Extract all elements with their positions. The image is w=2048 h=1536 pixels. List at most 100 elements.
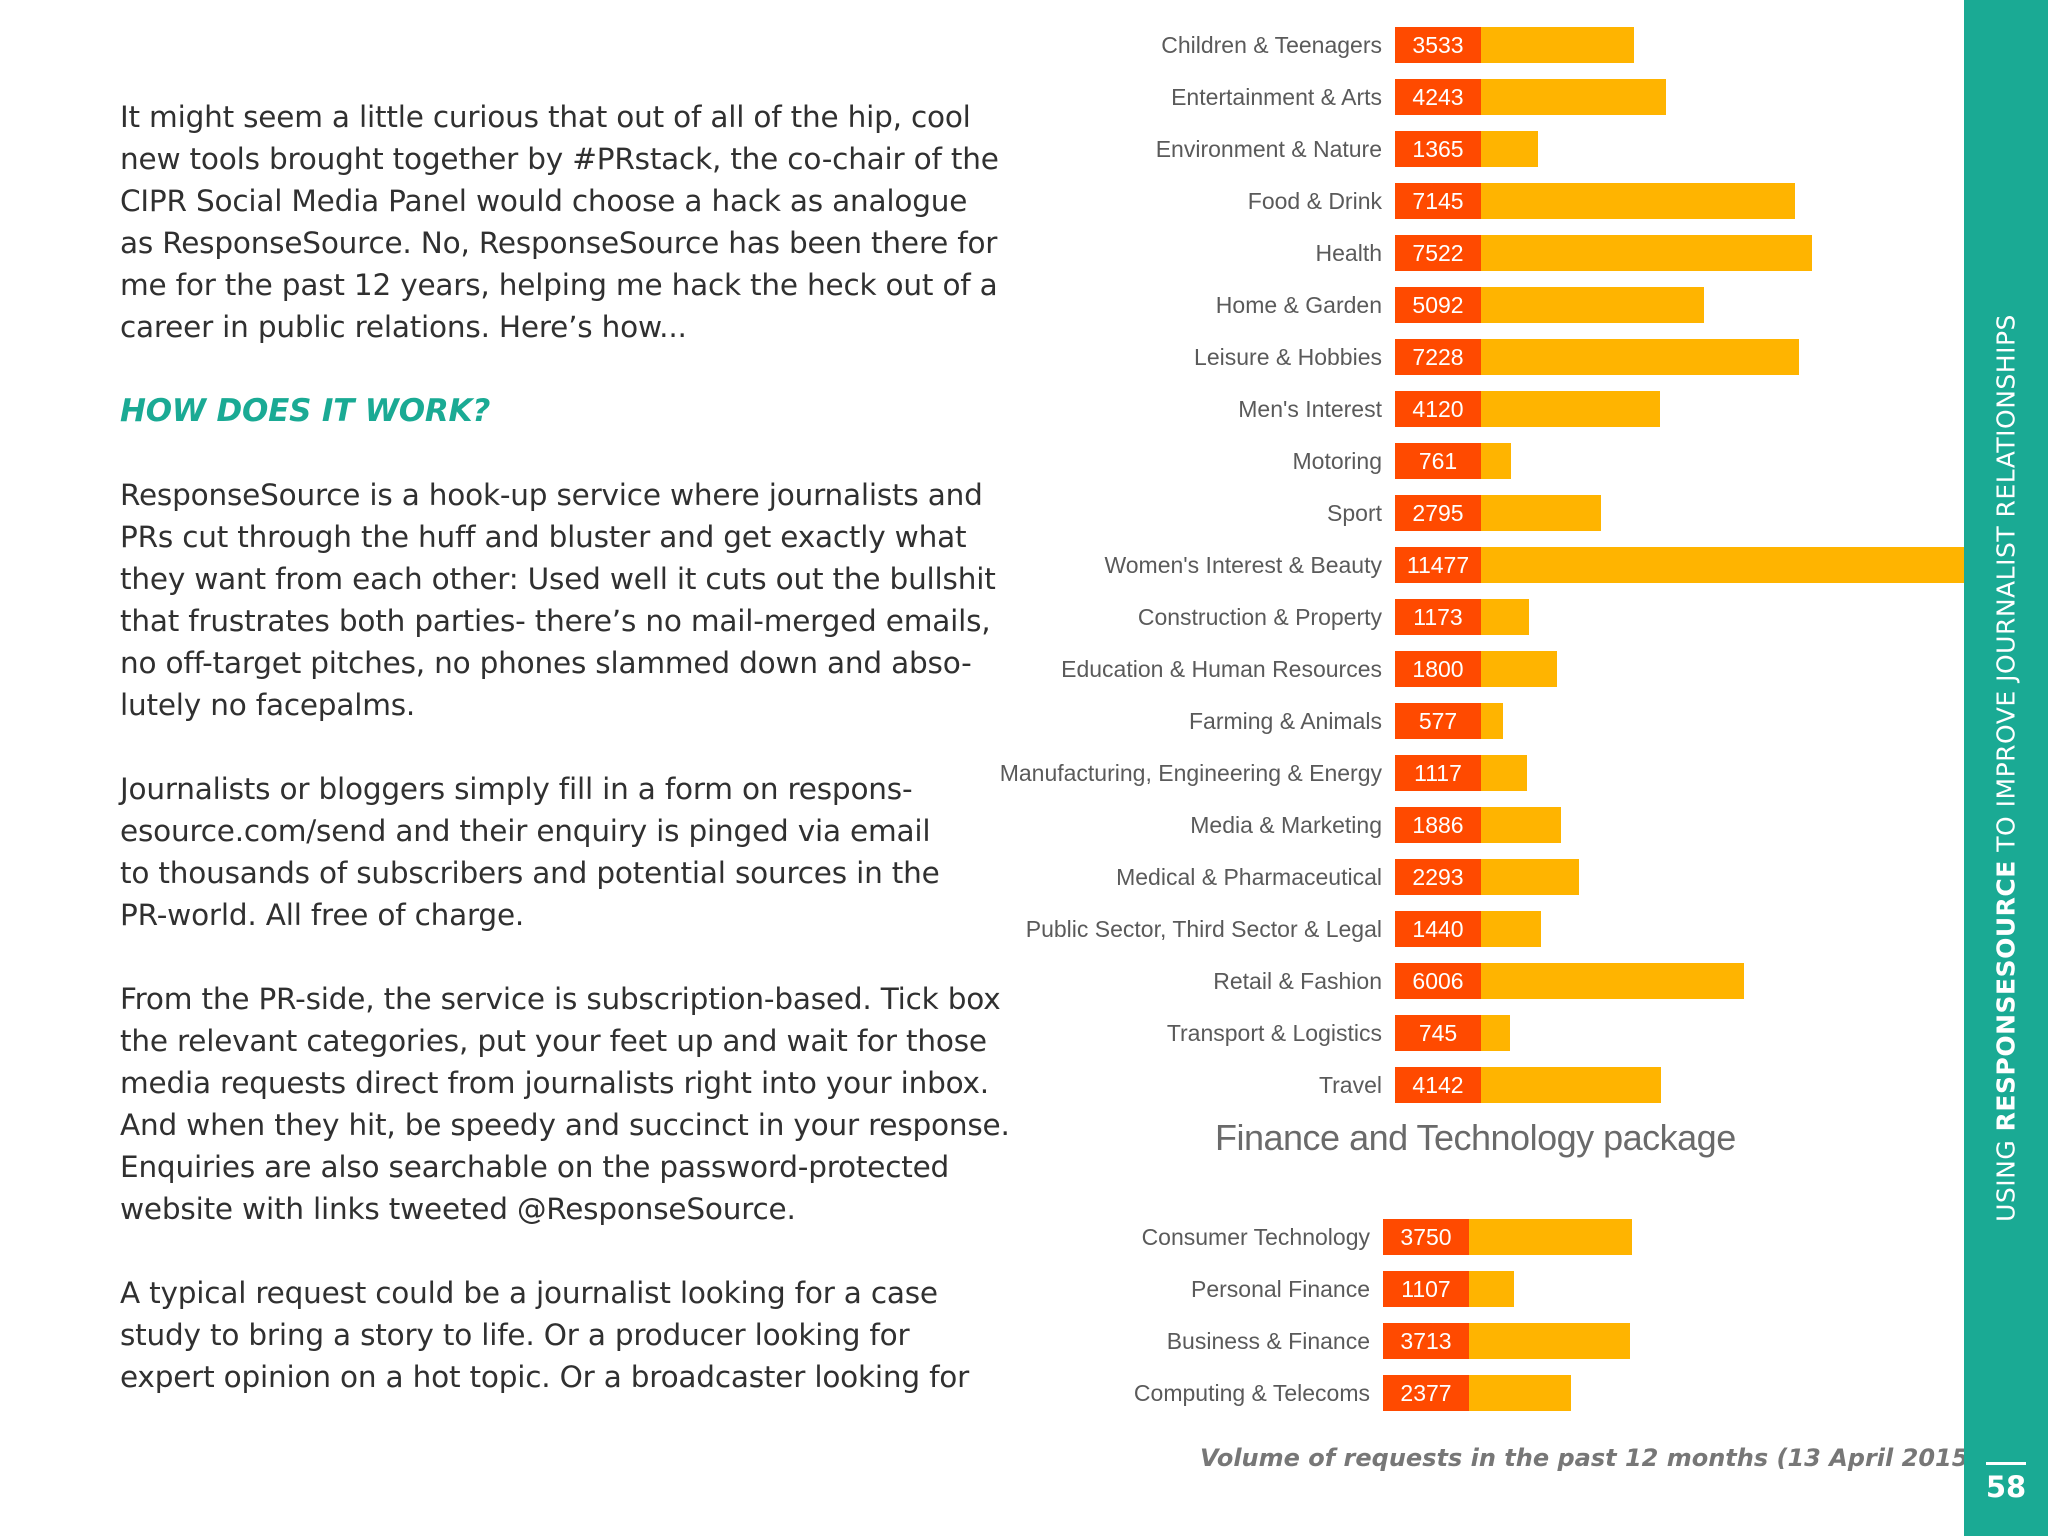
- running-header-brand: RESPONSESOURCE: [1991, 860, 2021, 1132]
- category-label: Environment & Nature: [1155, 136, 1382, 162]
- value-bar: [1481, 1015, 1511, 1051]
- text-line: to thousands of subscribers and potentia…: [120, 856, 940, 890]
- running-header: USING RESPONSESOURCE TO IMPROVE JOURNALI…: [1992, 314, 2021, 1222]
- running-header-prefix: USING: [1991, 1131, 2021, 1222]
- paragraph-3: From the PR-side, the service is subscri…: [120, 978, 1010, 1230]
- text-line: A typical request could be a journalist …: [120, 1276, 938, 1310]
- side-strip: [1964, 0, 2048, 1536]
- text-line: that frustrates both parties- there’s no…: [120, 604, 991, 638]
- text-line: study to bring a story to life. Or a pro…: [120, 1318, 910, 1352]
- running-header-suffix: TO IMPROVE JOURNALIST RELATIONSHIPS: [1991, 314, 2021, 861]
- text-line: ResponseSource is a hook-up service wher…: [120, 478, 983, 512]
- value-label: 745: [1395, 1015, 1481, 1051]
- paragraph-2: Journalists or bloggers simply fill in a…: [120, 768, 980, 936]
- value-bar: [1481, 859, 1580, 895]
- value-label: 1440: [1395, 911, 1481, 947]
- chart-caption: Volume of requests in the past 12 months…: [1200, 1444, 1980, 1472]
- category-label: Computing & Telecoms: [1133, 1380, 1370, 1406]
- category-label: Construction & Property: [1137, 604, 1382, 630]
- text-line: esource.com/send and their enquiry is pi…: [120, 814, 931, 848]
- value-bar: [1481, 963, 1745, 999]
- value-bar: [1481, 495, 1602, 531]
- value-bar: [1481, 703, 1503, 739]
- value-bar: [1469, 1271, 1515, 1307]
- value-bar: [1481, 79, 1666, 115]
- value-bar: [1481, 287, 1704, 323]
- text-line: PRs cut through the huff and bluster and…: [120, 520, 967, 554]
- value-label: 577: [1395, 703, 1481, 739]
- value-bar: [1481, 27, 1635, 63]
- value-bar: [1481, 911, 1542, 947]
- value-label: 7228: [1395, 339, 1481, 375]
- text-line: the relevant categories, put your feet u…: [120, 1024, 987, 1058]
- value-label: 7522: [1395, 235, 1481, 271]
- value-bar: [1481, 599, 1530, 635]
- text-line: Enquiries are also searchable on the pas…: [120, 1150, 950, 1184]
- value-bar: [1481, 235, 1812, 271]
- text-line: expert opinion on a hot topic. Or a broa…: [120, 1360, 970, 1394]
- value-label: 2377: [1383, 1375, 1469, 1411]
- text-line: Journalists or bloggers simply fill in a…: [120, 772, 913, 806]
- value-bar: [1481, 755, 1527, 791]
- text-line: It might seem a little curious that out …: [120, 100, 971, 134]
- category-label: Motoring: [1292, 448, 1382, 474]
- value-label: 11477: [1395, 547, 1481, 583]
- value-label: 1117: [1395, 755, 1481, 791]
- text-line: From the PR-side, the service is subscri…: [120, 982, 1001, 1016]
- text-line: media requests direct from journalists r…: [120, 1066, 989, 1100]
- paragraph-4: A typical request could be a journalist …: [120, 1272, 980, 1398]
- page-number-rule: [1986, 1462, 2026, 1465]
- text-line: And when they hit, be speedy and succinc…: [120, 1108, 1010, 1142]
- category-label: Home & Garden: [1215, 292, 1382, 318]
- value-label: 2795: [1395, 495, 1481, 531]
- value-label: 2293: [1395, 859, 1481, 895]
- category-label: Women's Interest & Beauty: [1104, 552, 1382, 578]
- category-label: Entertainment & Arts: [1171, 84, 1382, 110]
- value-bar: [1481, 443, 1511, 479]
- category-label: Health: [1315, 240, 1382, 266]
- category-label: Personal Finance: [1191, 1276, 1370, 1302]
- value-bar: [1481, 547, 1988, 583]
- category-label: Media & Marketing: [1190, 812, 1382, 838]
- value-label: 3533: [1395, 27, 1481, 63]
- value-label: 6006: [1395, 963, 1481, 999]
- value-label: 5092: [1395, 287, 1481, 323]
- text-line: they want from each other: Used well it …: [120, 562, 996, 596]
- text-line: no off-target pitches, no phones slammed…: [120, 646, 972, 680]
- value-bar: [1469, 1323, 1631, 1359]
- text-line: as ResponseSource. No, ResponseSource ha…: [120, 226, 998, 260]
- category-label: Sport: [1327, 500, 1382, 526]
- value-bar: [1481, 391, 1661, 427]
- intro-paragraph: It might seem a little curious that out …: [120, 96, 999, 348]
- text-line: CIPR Social Media Panel would choose a h…: [120, 184, 968, 218]
- value-label: 1173: [1395, 599, 1481, 635]
- value-bar: [1481, 131, 1538, 167]
- value-label: 3750: [1383, 1219, 1469, 1255]
- value-label: 761: [1395, 443, 1481, 479]
- value-label: 1107: [1383, 1271, 1469, 1307]
- category-label: Children & Teenagers: [1161, 32, 1382, 58]
- value-bar: [1469, 1375, 1571, 1411]
- category-label: Travel: [1318, 1072, 1382, 1098]
- category-label: Consumer Technology: [1141, 1224, 1370, 1250]
- text-line: lutely no facepalms.: [120, 688, 416, 722]
- category-label: Public Sector, Third Sector & Legal: [1025, 916, 1382, 942]
- finance-technology-title: Finance and Technology package: [1215, 1117, 1736, 1158]
- value-bar: [1481, 651, 1558, 687]
- article-body: It might seem a little curious that out …: [120, 96, 1010, 1440]
- value-bar: [1481, 807, 1561, 843]
- value-label: 7145: [1395, 183, 1481, 219]
- category-label: Education & Human Resources: [1061, 656, 1382, 682]
- value-label: 1800: [1395, 651, 1481, 687]
- text-line: me for the past 12 years, helping me hac…: [120, 268, 998, 302]
- category-label: Business & Finance: [1166, 1328, 1370, 1354]
- value-label: 4142: [1395, 1067, 1481, 1103]
- value-bar: [1481, 183, 1795, 219]
- value-bar: [1469, 1219, 1632, 1255]
- text-line: new tools brought together by #PRstack, …: [120, 142, 999, 176]
- category-label: Men's Interest: [1238, 396, 1382, 422]
- value-bar: [1481, 1067, 1662, 1103]
- category-label: Farming & Animals: [1188, 708, 1382, 734]
- category-label: Transport & Logistics: [1166, 1020, 1382, 1046]
- requests-bar-chart: Children & Teenagers 3533 Entertainment & …: [1000, 27, 1988, 1411]
